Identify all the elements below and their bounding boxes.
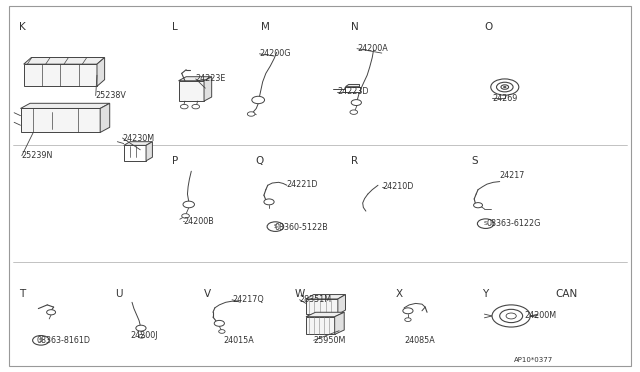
Text: 24221D: 24221D <box>287 180 318 189</box>
Polygon shape <box>146 142 152 161</box>
Text: Q: Q <box>255 157 263 166</box>
Text: Y: Y <box>483 289 489 299</box>
Polygon shape <box>179 77 212 81</box>
Circle shape <box>219 330 225 333</box>
Text: 24200B: 24200B <box>183 217 214 225</box>
Polygon shape <box>179 81 204 101</box>
Circle shape <box>33 336 49 345</box>
Polygon shape <box>306 295 346 299</box>
Text: X: X <box>395 289 403 299</box>
Polygon shape <box>20 103 109 109</box>
Text: 24223D: 24223D <box>337 87 369 96</box>
Circle shape <box>136 325 146 331</box>
Text: 08360-5122B: 08360-5122B <box>274 223 328 232</box>
Bar <box>346 87 360 92</box>
Polygon shape <box>20 109 100 132</box>
Text: 24269: 24269 <box>492 94 517 103</box>
Text: R: R <box>351 157 358 166</box>
Polygon shape <box>24 64 97 86</box>
Text: 25238V: 25238V <box>96 91 127 100</box>
Polygon shape <box>306 317 335 334</box>
Text: 24200A: 24200A <box>357 44 388 53</box>
Circle shape <box>47 310 56 315</box>
Polygon shape <box>346 84 360 87</box>
Text: CAN: CAN <box>556 289 578 299</box>
Circle shape <box>404 318 411 321</box>
Circle shape <box>351 100 362 106</box>
Circle shape <box>180 105 188 109</box>
Text: 25950M: 25950M <box>314 336 346 345</box>
Circle shape <box>500 310 523 323</box>
Text: 24230M: 24230M <box>122 134 155 142</box>
Circle shape <box>214 320 225 326</box>
Circle shape <box>492 305 531 327</box>
Polygon shape <box>338 295 346 314</box>
Bar <box>124 145 146 161</box>
Text: S: S <box>484 221 488 226</box>
Circle shape <box>138 334 145 338</box>
Circle shape <box>501 85 509 89</box>
Circle shape <box>267 222 284 231</box>
Text: S: S <box>472 157 478 166</box>
Circle shape <box>477 219 494 228</box>
Circle shape <box>182 214 189 218</box>
Text: W: W <box>294 289 305 299</box>
Circle shape <box>504 86 506 88</box>
Text: 08363-6122G: 08363-6122G <box>487 219 541 228</box>
Text: 24210D: 24210D <box>383 182 414 191</box>
Circle shape <box>247 112 255 116</box>
Circle shape <box>506 313 516 319</box>
Polygon shape <box>97 58 104 86</box>
Text: N: N <box>351 22 358 32</box>
Text: 24217Q: 24217Q <box>232 295 264 304</box>
Circle shape <box>403 308 413 314</box>
Text: 08363-8161D: 08363-8161D <box>36 336 90 345</box>
Text: AP10*0377: AP10*0377 <box>515 357 554 363</box>
Text: S: S <box>273 224 277 229</box>
Polygon shape <box>124 142 152 145</box>
Polygon shape <box>204 77 212 101</box>
Circle shape <box>192 105 200 109</box>
Circle shape <box>491 79 519 95</box>
Text: 28351M: 28351M <box>300 295 332 304</box>
Text: V: V <box>204 289 211 299</box>
Text: 24015A: 24015A <box>223 336 254 345</box>
Text: O: O <box>484 22 493 32</box>
Circle shape <box>474 203 483 208</box>
Polygon shape <box>306 299 338 314</box>
Text: K: K <box>19 22 26 32</box>
Circle shape <box>183 201 195 208</box>
Polygon shape <box>306 312 344 317</box>
Text: U: U <box>115 289 122 299</box>
Text: T: T <box>19 289 26 299</box>
Text: 24217: 24217 <box>500 171 525 180</box>
Polygon shape <box>335 312 344 334</box>
Circle shape <box>350 110 358 114</box>
Text: 24200J: 24200J <box>130 331 157 340</box>
Polygon shape <box>100 103 109 132</box>
Circle shape <box>497 82 513 92</box>
Text: 24200M: 24200M <box>524 311 556 320</box>
Text: L: L <box>172 22 178 32</box>
Text: 24200G: 24200G <box>259 49 291 58</box>
Circle shape <box>252 96 264 104</box>
Polygon shape <box>24 58 104 64</box>
Text: 25239N: 25239N <box>22 151 53 160</box>
Text: 24085A: 24085A <box>404 336 435 345</box>
Text: 24223E: 24223E <box>196 74 226 83</box>
Circle shape <box>264 199 274 205</box>
Text: P: P <box>172 157 179 166</box>
Text: M: M <box>261 22 270 32</box>
Text: S: S <box>39 338 43 343</box>
